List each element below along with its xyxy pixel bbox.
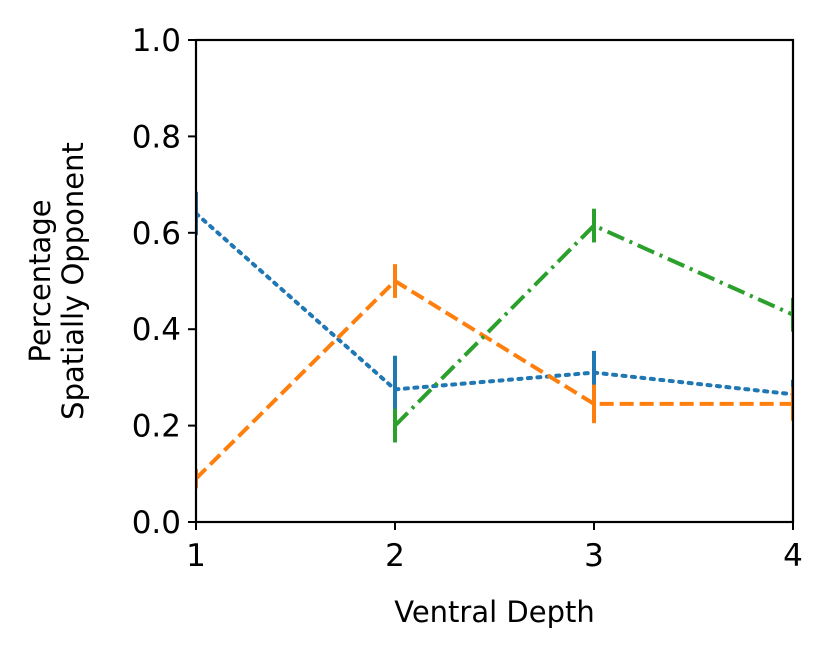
y-tick-label: 0.4 bbox=[132, 312, 181, 348]
x-tick-label: 3 bbox=[584, 538, 604, 574]
x-axis-label: Ventral Depth bbox=[394, 595, 594, 629]
y-tick-label: 0.6 bbox=[132, 216, 181, 252]
series-orange bbox=[196, 264, 793, 489]
series-green bbox=[393, 208, 793, 443]
y-axis-label-line-2: Spatially Opponent bbox=[56, 142, 90, 420]
series-orange-line bbox=[196, 278, 793, 481]
y-axis: 0.0 0.2 0.4 0.6 0.8 1.0 bbox=[132, 23, 196, 541]
y-tick-label: 0.8 bbox=[132, 119, 181, 155]
y-tick-label: 1.0 bbox=[132, 23, 181, 59]
series-blue-line bbox=[196, 211, 793, 397]
y-tick-label: 0.2 bbox=[132, 409, 181, 445]
series-layer bbox=[196, 191, 793, 489]
x-tick-label: 2 bbox=[385, 538, 405, 574]
x-tick-label: 4 bbox=[783, 538, 803, 574]
y-tick-label: 0.0 bbox=[132, 505, 181, 541]
x-tick-label: 1 bbox=[186, 538, 206, 574]
plot-frame bbox=[194, 38, 795, 524]
y-axis-label-line-1: Percentage bbox=[23, 199, 57, 362]
x-axis: 1 2 3 4 bbox=[186, 522, 803, 574]
